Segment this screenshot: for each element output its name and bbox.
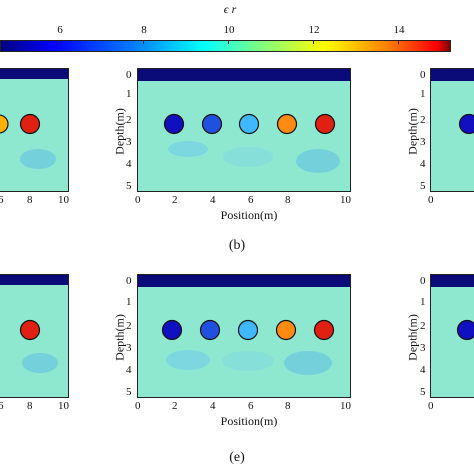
y-axis-label: Depth(m): [112, 314, 127, 361]
colorbar-tick: [313, 40, 314, 44]
x-tick-label: 0: [428, 194, 434, 206]
y-tick-label: 5: [126, 180, 132, 192]
x-tick-label: 4: [210, 194, 216, 206]
colorbar-title: ϵ r: [223, 2, 237, 16]
y-tick-label: 2: [126, 320, 132, 332]
y-tick-label: 2: [420, 114, 426, 126]
y-tick-label: 0: [420, 275, 426, 287]
center-panel-top: [137, 68, 351, 192]
y-axis-label: Depth(m): [405, 314, 420, 361]
y-tick-label: 5: [420, 386, 426, 398]
x-tick-label: 4: [210, 400, 216, 412]
x-tick-label: 6: [248, 400, 254, 412]
x-tick-label: 2: [172, 400, 178, 412]
center-panel-bottom: [137, 274, 351, 398]
colorbar-tick-label: 8: [141, 24, 147, 36]
x-tick-label: 10: [340, 194, 351, 206]
colorbar-tick-label: 6: [57, 24, 63, 36]
caption-e: (e): [229, 450, 245, 465]
y-tick-label: 2: [420, 320, 426, 332]
x-tick-label: 0: [428, 400, 434, 412]
x-tick-label: 6: [0, 194, 4, 206]
y-tick-label: 0: [126, 69, 132, 81]
y-tick-label: 3: [420, 136, 426, 148]
colorbar-tick: [228, 40, 229, 44]
y-tick-label: 1: [420, 88, 426, 100]
left-panel-top: [0, 68, 69, 192]
y-tick-label: 0: [126, 275, 132, 287]
y-tick-label: 2: [126, 114, 132, 126]
x-tick-label: 6: [248, 194, 254, 206]
x-tick-label: 2: [172, 194, 178, 206]
y-tick-label: 4: [420, 158, 426, 170]
colorbar-tick-label: 12: [308, 24, 320, 36]
x-axis-label: Position(m): [220, 208, 278, 222]
x-tick-label: 8: [27, 400, 33, 412]
right-panel-bottom: [430, 274, 474, 398]
y-tick-label: 3: [126, 342, 132, 354]
x-tick-label: 8: [285, 400, 291, 412]
y-axis-label: Depth(m): [112, 108, 127, 155]
x-axis-label: Position(m): [220, 414, 278, 428]
y-tick-label: 4: [126, 158, 132, 170]
x-tick-label: 8: [285, 194, 291, 206]
y-tick-label: 0: [420, 69, 426, 81]
y-tick-label: 4: [126, 364, 132, 376]
x-tick-label: 10: [58, 400, 69, 412]
y-tick-label: 1: [126, 296, 132, 308]
colorbar-tick: [59, 40, 60, 44]
colorbar-tick: [398, 40, 399, 44]
left-panel-bottom: [0, 274, 69, 398]
x-tick-label: 0: [135, 194, 141, 206]
x-tick-label: 10: [340, 400, 351, 412]
y-tick-label: 5: [420, 180, 426, 192]
y-tick-label: 1: [420, 296, 426, 308]
y-tick-label: 1: [126, 88, 132, 100]
x-tick-label: 6: [0, 400, 4, 412]
y-axis-label: Depth(m): [405, 108, 420, 155]
caption-b: (b): [228, 238, 246, 253]
y-tick-label: 4: [420, 364, 426, 376]
x-tick-label: 0: [135, 400, 141, 412]
colorbar-tick-label: 14: [393, 24, 405, 36]
x-tick-label: 8: [27, 194, 33, 206]
colorbar-tick-label: 10: [223, 24, 235, 36]
y-tick-label: 3: [420, 342, 426, 354]
right-panel-top: [430, 68, 474, 192]
colorbar: [0, 40, 451, 52]
y-tick-label: 3: [126, 136, 132, 148]
y-tick-label: 5: [126, 386, 132, 398]
x-tick-label: 10: [58, 194, 69, 206]
colorbar-tick: [143, 40, 144, 44]
